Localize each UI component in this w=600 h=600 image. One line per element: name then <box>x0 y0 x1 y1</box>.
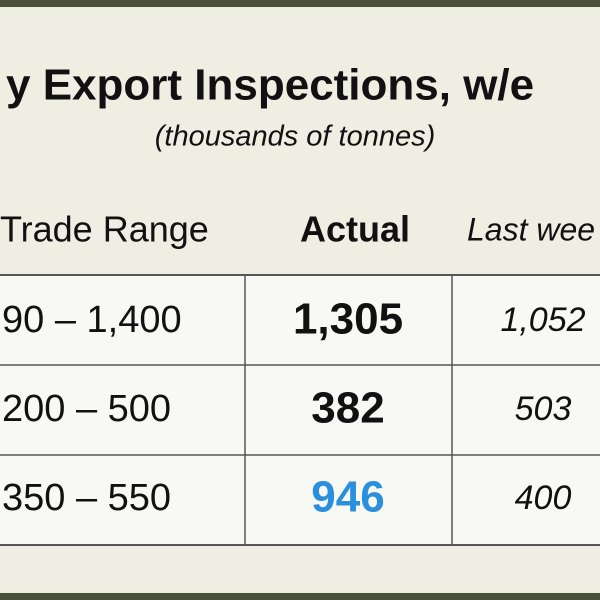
column-header: Last wee <box>467 211 595 247</box>
range-cell: 350 – 550 <box>2 477 171 519</box>
range-cell: 90 – 1,400 <box>2 299 182 341</box>
top-edge <box>0 0 600 7</box>
table-body <box>0 274 600 546</box>
actual-cell: 1,305 <box>293 295 403 344</box>
bottom-edge <box>0 593 600 600</box>
last-week-cell: 1,052 <box>500 301 585 339</box>
column-header: Actual <box>300 209 410 250</box>
subtitle: (thousands of tonnes) <box>155 121 436 153</box>
actual-cell: 946 <box>311 473 384 522</box>
actual-cell: 382 <box>311 384 384 433</box>
title: y Export Inspections, w/e <box>6 61 534 110</box>
range-cell: 200 – 500 <box>2 388 171 430</box>
last-week-cell: 503 <box>515 390 572 428</box>
table <box>0 274 600 546</box>
last-week-cell: 400 <box>515 479 572 517</box>
column-header: Trade Range <box>0 209 209 250</box>
